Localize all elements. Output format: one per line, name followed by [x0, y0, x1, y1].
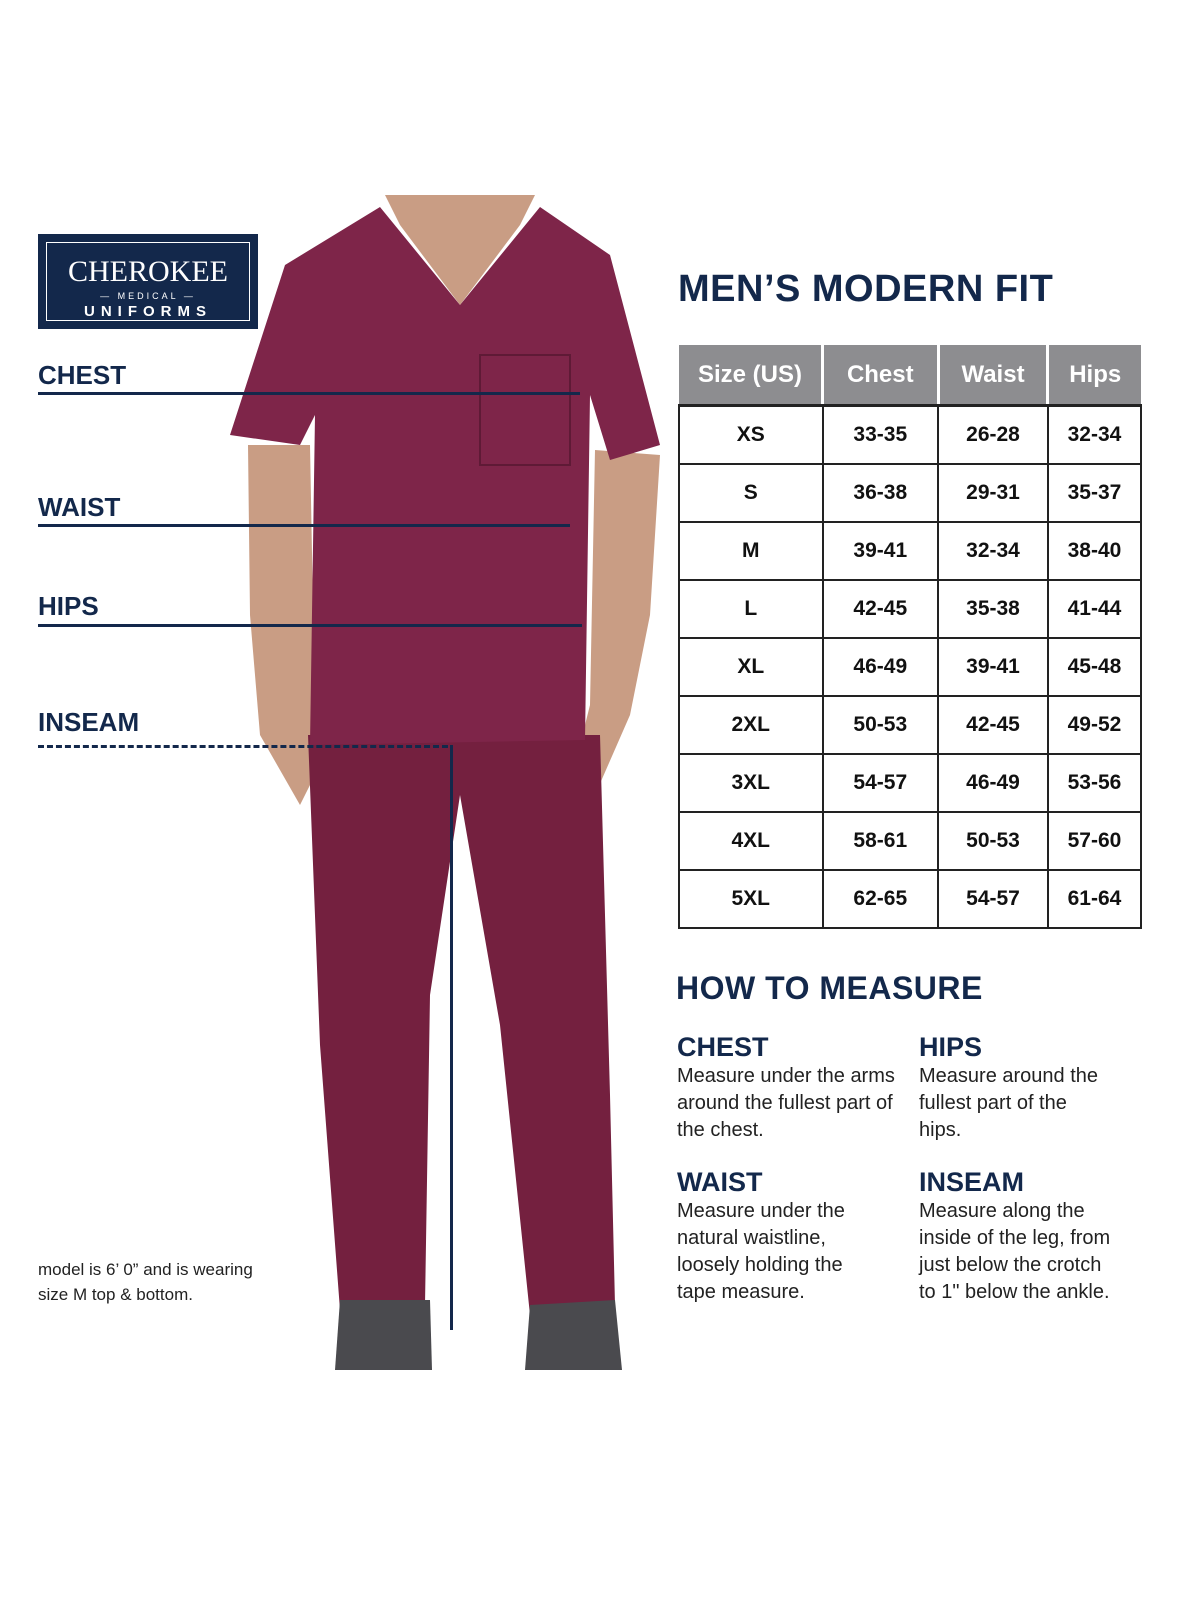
how-inseam: INSEAM Measure along the inside of the l… [919, 1167, 1119, 1306]
how-hips: HIPS Measure around the fullest part of … [919, 1032, 1109, 1144]
cherokee-logo: CHEROKEE — MEDICAL — UNIFORMS [38, 234, 258, 329]
chest-cell: 62-65 [821, 869, 940, 929]
chest-label: CHEST [38, 360, 127, 390]
hips-cell: 57-60 [1046, 811, 1143, 871]
size-cell: L [678, 579, 824, 639]
chest-cell: 54-57 [821, 753, 940, 813]
table-row: L 42-45 35-38 41-44 [678, 579, 1143, 639]
table-row: 5XL 62-65 54-57 61-64 [678, 869, 1143, 929]
chest-cell: 42-45 [821, 579, 940, 639]
how-text: Measure under the arms around the fulles… [677, 1065, 895, 1141]
header-chest: Chest [821, 345, 939, 407]
hips-line [38, 624, 582, 627]
size-cell: S [678, 463, 824, 523]
size-cell: 4XL [678, 811, 824, 871]
size-cell: 3XL [678, 753, 824, 813]
size-table: Size (US) Chest Waist Hips XS 33-35 26-28 3… [678, 345, 1143, 929]
chest-cell: 39-41 [821, 521, 940, 581]
waist-cell: 35-38 [937, 579, 1049, 639]
waist-cell: 54-57 [937, 869, 1049, 929]
inseam-line [450, 745, 453, 1330]
shoes [335, 1300, 622, 1370]
size-cell: 2XL [678, 695, 824, 755]
table-header: Size (US) Chest Waist Hips [679, 345, 1141, 407]
how-to-measure-title: HOW TO MEASURE [676, 970, 983, 1006]
waist-cell: 32-34 [937, 521, 1049, 581]
table-row: M 39-41 32-34 38-40 [678, 521, 1143, 581]
hips-cell: 45-48 [1046, 637, 1143, 697]
hips-cell: 61-64 [1046, 869, 1143, 929]
waist-cell: 26-28 [937, 404, 1049, 465]
waist-cell: 29-31 [937, 463, 1049, 523]
inseam-label: INSEAM [38, 707, 140, 737]
chest-cell: 46-49 [821, 637, 940, 697]
hips-cell: 38-40 [1046, 521, 1143, 581]
header-size: Size (US) [679, 345, 823, 407]
size-cell: XS [678, 404, 824, 465]
model-image [230, 195, 660, 1370]
table-row: S 36-38 29-31 35-37 [678, 463, 1143, 523]
table-row: 3XL 54-57 46-49 53-56 [678, 753, 1143, 813]
header-hips: Hips [1046, 345, 1141, 407]
hips-cell: 35-37 [1046, 463, 1143, 523]
waist-line [38, 524, 570, 527]
scrub-pants [308, 735, 615, 1315]
scrub-top [230, 207, 660, 745]
hips-cell: 49-52 [1046, 695, 1143, 755]
table-row: XS 33-35 26-28 32-34 [678, 404, 1143, 465]
size-cell: 5XL [678, 869, 824, 929]
how-waist: WAIST Measure under the natural waistlin… [677, 1167, 877, 1306]
size-cell: M [678, 521, 824, 581]
waist-cell: 42-45 [937, 695, 1049, 755]
hips-cell: 32-34 [1046, 404, 1143, 465]
size-cell: XL [678, 637, 824, 697]
logo-line: UNIFORMS [84, 303, 212, 320]
how-heading: CHEST [677, 1032, 769, 1062]
hips-label: HIPS [38, 591, 99, 621]
model-note: model is 6’ 0” and is wearing size M top… [38, 1260, 253, 1304]
logo-sub: — MEDICAL — [100, 291, 196, 301]
waist-cell: 39-41 [937, 637, 1049, 697]
chest-cell: 58-61 [821, 811, 940, 871]
chest-line [38, 392, 580, 395]
chest-cell: 33-35 [821, 404, 940, 465]
how-heading: HIPS [919, 1032, 983, 1062]
how-heading: WAIST [677, 1167, 763, 1197]
table-row: 4XL 58-61 50-53 57-60 [678, 811, 1143, 871]
table-row: XL 46-49 39-41 45-48 [678, 637, 1143, 697]
waist-cell: 50-53 [937, 811, 1049, 871]
how-chest: CHEST Measure under the arms around the … [677, 1032, 897, 1144]
hips-cell: 53-56 [1046, 753, 1143, 813]
waist-cell: 46-49 [937, 753, 1049, 813]
how-text: Measure along the inside of the leg, fro… [919, 1200, 1111, 1303]
how-text: Measure around the fullest part of the h… [919, 1065, 1099, 1141]
page-title: MEN’S MODERN FIT [678, 268, 1054, 310]
table-row: 2XL 50-53 42-45 49-52 [678, 695, 1143, 755]
inseam-dashed-line [38, 745, 448, 748]
hips-cell: 41-44 [1046, 579, 1143, 639]
chest-cell: 36-38 [821, 463, 940, 523]
waist-label: WAIST [38, 492, 121, 522]
chest-cell: 50-53 [821, 695, 940, 755]
logo-name: CHEROKEE [68, 255, 228, 288]
header-waist: Waist [936, 345, 1048, 407]
how-heading: INSEAM [919, 1167, 1025, 1197]
how-text: Measure under the natural waistline, loo… [677, 1200, 845, 1303]
